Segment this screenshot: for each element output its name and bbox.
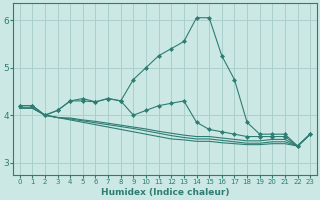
X-axis label: Humidex (Indice chaleur): Humidex (Indice chaleur) [101,188,229,197]
